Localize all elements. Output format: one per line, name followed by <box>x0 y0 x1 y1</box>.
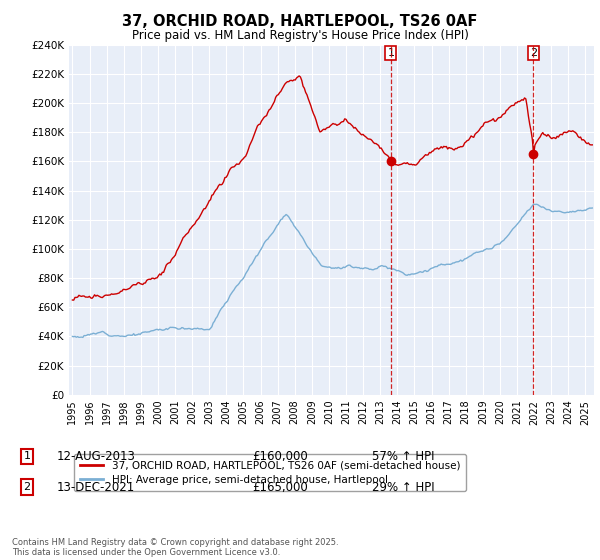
Text: Contains HM Land Registry data © Crown copyright and database right 2025.
This d: Contains HM Land Registry data © Crown c… <box>12 538 338 557</box>
Text: 12-AUG-2013: 12-AUG-2013 <box>57 450 136 463</box>
Text: 1: 1 <box>23 451 31 461</box>
Text: Price paid vs. HM Land Registry's House Price Index (HPI): Price paid vs. HM Land Registry's House … <box>131 29 469 42</box>
Legend: 37, ORCHID ROAD, HARTLEPOOL, TS26 0AF (semi-detached house), HPI: Average price,: 37, ORCHID ROAD, HARTLEPOOL, TS26 0AF (s… <box>74 454 466 491</box>
Text: 37, ORCHID ROAD, HARTLEPOOL, TS26 0AF: 37, ORCHID ROAD, HARTLEPOOL, TS26 0AF <box>122 14 478 29</box>
Text: 2: 2 <box>23 482 31 492</box>
Text: 57% ↑ HPI: 57% ↑ HPI <box>372 450 434 463</box>
Text: 29% ↑ HPI: 29% ↑ HPI <box>372 480 434 494</box>
Text: £160,000: £160,000 <box>252 450 308 463</box>
Text: £165,000: £165,000 <box>252 480 308 494</box>
Text: 2: 2 <box>530 48 537 58</box>
Text: 13-DEC-2021: 13-DEC-2021 <box>57 480 135 494</box>
Text: 1: 1 <box>388 48 394 58</box>
